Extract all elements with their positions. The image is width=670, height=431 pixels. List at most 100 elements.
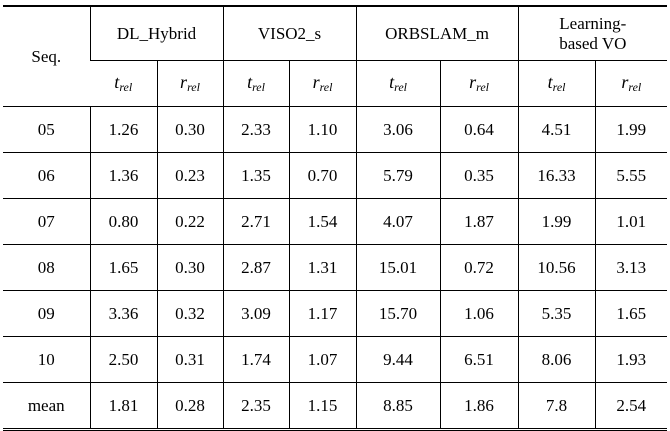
value-cell: 1.07	[288, 336, 357, 383]
value-cell: 2.54	[594, 382, 668, 431]
table-row: 09 3.36 0.32 3.09 1.17 15.70 1.06 5.35 1.65	[3, 290, 668, 337]
seq-cell: 09	[3, 290, 90, 337]
value-cell: 9.44	[355, 336, 441, 383]
value-cell: 2.50	[89, 336, 157, 383]
method-label: DL_Hybrid	[116, 23, 197, 43]
value-cell: 1.06	[439, 290, 519, 337]
method-label: VISO2_s	[257, 23, 322, 43]
value-cell: 2.87	[222, 244, 290, 291]
value-cell: 1.86	[439, 382, 519, 431]
value-cell: 2.33	[222, 106, 290, 153]
seq-cell: 10	[3, 336, 90, 383]
value-cell: 15.70	[355, 290, 441, 337]
metric-subscript: rel	[628, 80, 642, 94]
metric-header-r-rel: rrel	[439, 60, 519, 107]
value-cell: 0.64	[439, 106, 519, 153]
value-cell: 1.99	[517, 198, 596, 245]
metric-symbol: t	[547, 72, 553, 92]
value-cell: 1.10	[288, 106, 357, 153]
metric-symbol: r	[469, 72, 477, 92]
value-cell: 7.8	[517, 382, 596, 431]
metric-header-t-rel: trel	[90, 60, 157, 107]
value-cell: 0.28	[156, 382, 224, 431]
value-cell: 0.22	[156, 198, 224, 245]
value-cell: 15.01	[355, 244, 441, 291]
value-cell: 0.31	[156, 336, 224, 383]
value-cell: 0.32	[156, 290, 224, 337]
metric-subscript: rel	[394, 80, 407, 94]
value-cell: 0.35	[439, 152, 519, 199]
metric-header-t-rel: trel	[355, 60, 441, 107]
value-cell: 5.79	[355, 152, 441, 199]
value-cell: 5.35	[517, 290, 596, 337]
metric-symbol: t	[114, 72, 120, 92]
value-cell: 0.30	[156, 244, 224, 291]
value-cell: 1.87	[439, 198, 519, 245]
value-cell: 1.31	[288, 244, 357, 291]
value-cell: 1.81	[89, 382, 157, 431]
value-cell: 4.51	[517, 106, 596, 153]
metric-subscript: rel	[252, 80, 265, 94]
metric-symbol: r	[621, 72, 629, 92]
results-table-container: Seq. DL_Hybrid VISO2_s ORBSLAM_m Learnin…	[3, 5, 668, 431]
value-cell: 10.56	[517, 244, 596, 291]
metric-header-t-rel: trel	[222, 60, 290, 107]
table-row: 06 1.36 0.23 1.35 0.70 5.79 0.35 16.33 5.55	[3, 152, 668, 199]
seq-cell: 06	[3, 152, 90, 199]
metric-subscript: rel	[187, 80, 200, 94]
value-cell: 0.23	[156, 152, 224, 199]
method-header-orbslam-m: ORBSLAM_m	[355, 5, 519, 61]
value-cell: 1.15	[288, 382, 357, 431]
value-cell: 0.70	[288, 152, 357, 199]
value-cell: 2.71	[222, 198, 290, 245]
metric-subscript: rel	[119, 80, 133, 94]
metric-header-r-rel: rrel	[594, 60, 668, 107]
table-row: 10 2.50 0.31 1.74 1.07 9.44 6.51 8.06 1.93	[3, 336, 668, 383]
value-cell: 1.36	[89, 152, 157, 199]
value-cell: 1.54	[288, 198, 357, 245]
value-cell: 1.65	[89, 244, 157, 291]
seq-cell: mean	[3, 382, 90, 431]
value-cell: 1.01	[594, 198, 668, 245]
table-row: 05 1.26 0.30 2.33 1.10 3.06 0.64 4.51 1.99	[3, 106, 668, 153]
metric-header-r-rel: rrel	[288, 60, 357, 107]
value-cell: 3.13	[594, 244, 668, 291]
seq-cell: 05	[3, 106, 90, 153]
table-row: 08 1.65 0.30 2.87 1.31 15.01 0.72 10.56 3.13	[3, 244, 668, 291]
value-cell: 4.07	[355, 198, 441, 245]
value-cell: 1.17	[288, 290, 357, 337]
seq-header: Seq.	[3, 5, 90, 107]
header-row-methods: Seq. DL_Hybrid VISO2_s ORBSLAM_m Learnin…	[3, 5, 668, 107]
metric-symbol: r	[180, 72, 188, 92]
metric-subscript: rel	[552, 80, 566, 94]
value-cell: 0.30	[156, 106, 224, 153]
value-cell: 3.36	[89, 290, 157, 337]
value-cell: 3.06	[355, 106, 441, 153]
value-cell: 1.93	[594, 336, 668, 383]
value-cell: 6.51	[439, 336, 519, 383]
value-cell: 1.65	[594, 290, 668, 337]
value-cell: 8.85	[355, 382, 441, 431]
metric-symbol: t	[389, 72, 395, 92]
results-table: Seq. DL_Hybrid VISO2_s ORBSLAM_m Learnin…	[3, 5, 668, 431]
header-row-metrics: trel rrel trel rrel trel rrel trel rrel	[3, 60, 668, 107]
table-body: 05 1.26 0.30 2.33 1.10 3.06 0.64 4.51 1.99 06 1.36…	[3, 106, 668, 431]
seq-cell: 07	[3, 198, 90, 245]
method-header-dl-hybrid: DL_Hybrid	[89, 5, 224, 61]
table-row: 07 0.80 0.22 2.71 1.54 4.07 1.87 1.99 1.01	[3, 198, 668, 245]
metric-subscript: rel	[319, 80, 333, 94]
value-cell: 0.72	[439, 244, 519, 291]
method-header-viso2-s: VISO2_s	[222, 5, 357, 61]
value-cell: 2.35	[222, 382, 290, 431]
value-cell: 1.74	[222, 336, 290, 383]
method-label-line1: Learning-	[559, 13, 627, 33]
metric-symbol: r	[312, 72, 320, 92]
metric-symbol: t	[247, 72, 253, 92]
method-header-learning-based-vo: Learning- based VO	[517, 5, 668, 61]
value-cell: 8.06	[517, 336, 596, 383]
metric-header-t-rel: trel	[517, 60, 596, 107]
seq-cell: 08	[3, 244, 90, 291]
value-cell: 1.35	[222, 152, 290, 199]
metric-subscript: rel	[476, 80, 489, 94]
table-row: mean 1.81 0.28 2.35 1.15 8.85 1.86 7.8 2.54	[3, 382, 668, 431]
